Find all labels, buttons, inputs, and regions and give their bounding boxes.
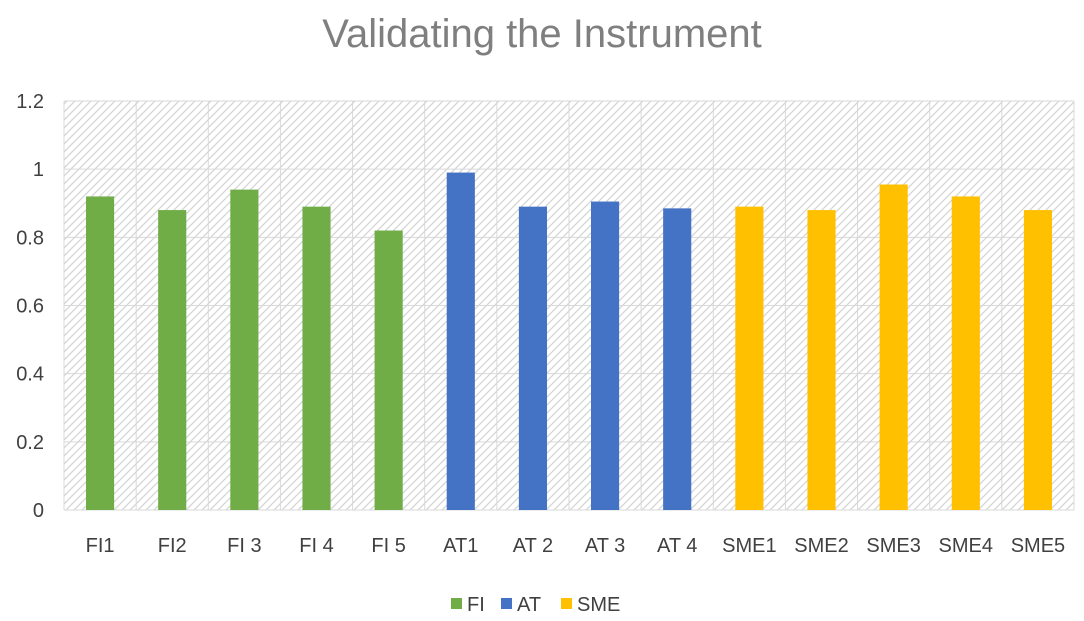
x-tick-label: FI 3: [227, 535, 261, 557]
y-tick-label: 0.8: [16, 227, 44, 249]
bars: [86, 172, 1052, 511]
x-axis: FI1 FI2 FI 3 FI 4 FI 5 AT1 AT 2 AT 3 AT 4 SME1 SME…: [86, 535, 1066, 557]
bar-sme-11: [879, 184, 908, 511]
y-axis: 0 0.2 0.4 0.6 0.8 1 1.2: [16, 91, 44, 522]
y-tick-label: 0.6: [16, 296, 44, 318]
bar-sme-12: [951, 196, 980, 510]
x-tick-label: FI1: [86, 535, 115, 557]
bar-fi-2: [230, 189, 259, 510]
legend: FI AT SME: [451, 594, 620, 616]
legend-swatch-sme: [561, 598, 572, 609]
bar-fi-0: [86, 196, 115, 510]
legend-label-fi: FI: [467, 594, 485, 616]
x-tick-label: FI 4: [299, 535, 333, 557]
bar-fi-3: [302, 206, 331, 511]
x-tick-label: AT1: [443, 535, 478, 557]
x-tick-label: FI 5: [371, 535, 405, 557]
y-tick-label: 0.4: [16, 364, 44, 386]
legend-label-sme: SME: [577, 594, 620, 616]
bar-fi-4: [374, 230, 403, 510]
legend-label-at: AT: [517, 594, 541, 616]
y-tick-label: 0: [33, 500, 44, 522]
bar-sme-10: [807, 210, 836, 511]
chart-title: Validating the Instrument: [322, 12, 762, 56]
x-tick-label: AT 3: [585, 535, 625, 557]
y-tick-label: 0.2: [16, 432, 44, 454]
x-tick-label: SME5: [1011, 535, 1065, 557]
bar-at-6: [518, 206, 547, 511]
x-tick-label: AT 2: [513, 535, 553, 557]
x-tick-label: SME1: [722, 535, 776, 557]
bar-at-5: [446, 172, 475, 510]
x-tick-label: SME3: [866, 535, 920, 557]
bar-at-7: [591, 201, 620, 510]
y-tick-label: 1.2: [16, 91, 44, 113]
x-tick-label: FI2: [158, 535, 187, 557]
legend-swatch-fi: [451, 598, 462, 609]
legend-swatch-at: [501, 598, 512, 609]
x-tick-label: AT 4: [657, 535, 697, 557]
bar-fi-1: [158, 210, 187, 511]
bar-at-8: [663, 208, 692, 511]
y-tick-label: 1: [33, 159, 44, 181]
bar-sme-9: [735, 206, 764, 511]
x-tick-label: SME2: [794, 535, 848, 557]
bar-sme-13: [1023, 210, 1052, 511]
x-tick-label: SME4: [939, 535, 993, 557]
